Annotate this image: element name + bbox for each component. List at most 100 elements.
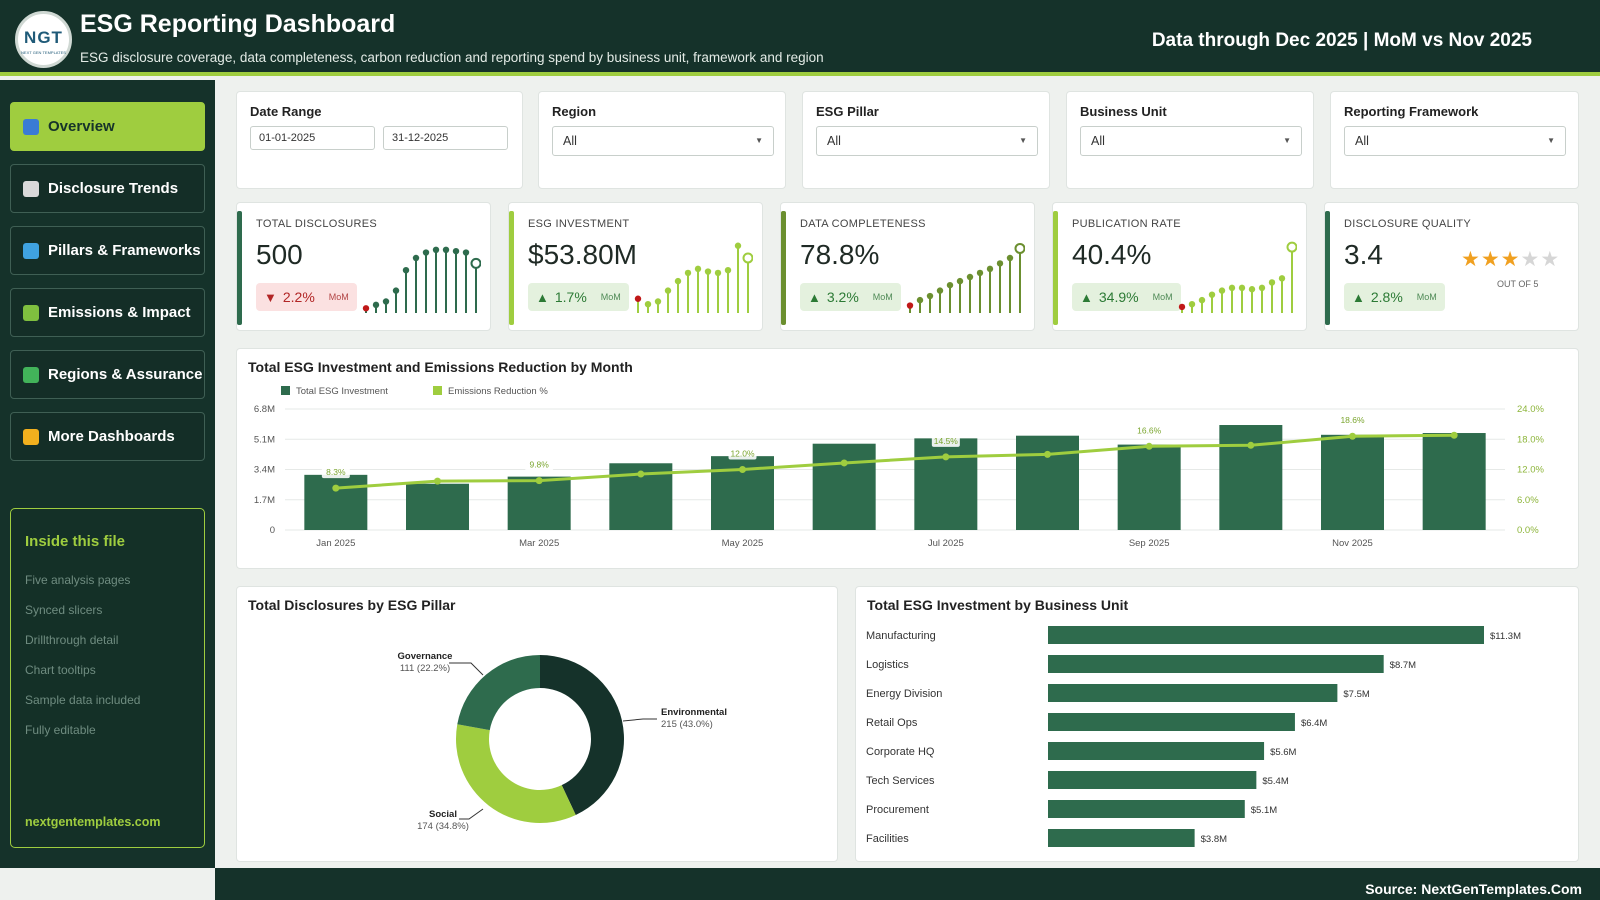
sparkline-point <box>906 302 914 309</box>
sparkline-point <box>976 269 984 277</box>
sidebar-item-more-dashboards[interactable]: More Dashboards <box>10 412 205 461</box>
sparkline-point <box>1014 242 1025 254</box>
sidebar-item-emissions-impact[interactable]: Emissions & Impact <box>10 288 205 337</box>
region-label: Region <box>552 104 597 119</box>
category-label: Retail Ops <box>866 717 918 729</box>
info-item: Chart tooltips <box>25 663 96 677</box>
sidebar-item-regions-assurance[interactable]: Regions & Assurance <box>10 350 205 399</box>
donut-slice-value: 174 (34.8%) <box>417 821 469 832</box>
investment-bar <box>507 476 571 530</box>
star-icon <box>23 428 39 445</box>
emissions-data-label: 14.5% <box>934 436 959 446</box>
header: NGT NEXT GEN TEMPLATES ESG Reporting Das… <box>0 0 1600 76</box>
page-subtitle: ESG disclosure coverage, data completene… <box>80 50 824 65</box>
emissions-point <box>942 453 950 461</box>
sparkline-point <box>704 268 712 275</box>
sidebar-item-label: Emissions & Impact <box>48 304 191 321</box>
logo: NGT NEXT GEN TEMPLATES <box>15 11 72 68</box>
kpi-mom-label: MoM <box>600 292 621 302</box>
sparkline-point <box>412 254 420 262</box>
investment-bar <box>1321 434 1384 530</box>
kpi-change-value: 34.9% <box>1098 289 1139 305</box>
region-dropdown[interactable]: All ▼ <box>552 126 774 156</box>
kpi-mom-label: MoM <box>1152 292 1173 302</box>
y-left-tick: 0 <box>270 525 275 536</box>
kpi-label: TOTAL DISCLOSURES <box>256 218 378 230</box>
business-unit-bar <box>1048 800 1245 818</box>
emissions-line <box>335 433 1455 490</box>
arrow-up-icon: ▲ <box>1352 289 1365 305</box>
sidebar-item-disclosure-trends[interactable]: Disclosure Trends <box>10 164 205 213</box>
emissions-point <box>840 459 848 467</box>
kpi-change-badge: ▼ 2.2% MoM <box>256 283 357 311</box>
kpi-change-value: 1.7% <box>554 289 587 305</box>
donut-slice-social <box>456 724 576 823</box>
investment-emissions-chart-card: Total ESG Investment and Emissions Reduc… <box>236 348 1579 569</box>
kpi-value: 78.8% <box>800 239 880 270</box>
framework-dropdown[interactable]: All ▼ <box>1344 126 1566 156</box>
sparkline-point <box>452 247 460 255</box>
y-left-tick: 3.4M <box>254 465 275 476</box>
donut-leader-line <box>449 662 484 676</box>
emissions-point <box>1145 442 1153 450</box>
kpi-card-publication-rate: PUBLICATION RATE 40.4% ▲ 34.9% MoM <box>1052 202 1307 331</box>
donut-slice-name: Environmental <box>661 707 727 718</box>
investment-bar <box>1422 433 1486 530</box>
combo-chart-title: Total ESG Investment and Emissions Reduc… <box>248 359 633 375</box>
sidebar: Overview Disclosure Trends Pillars & Frame… <box>0 80 215 868</box>
sparkline-point <box>1268 279 1276 286</box>
sidebar-item-label: More Dashboards <box>48 428 175 445</box>
category-label: Energy Division <box>866 688 942 700</box>
business-unit-dropdown[interactable]: All ▼ <box>1080 126 1302 156</box>
emissions-point <box>332 484 340 492</box>
sparkline-point <box>644 301 652 308</box>
kpi-sparkline <box>906 242 1025 313</box>
investment-bar <box>914 438 978 530</box>
sparkline-point <box>986 265 994 273</box>
y-right-tick: 0.0% <box>1517 525 1539 536</box>
kpi-mom-label: MoM <box>872 292 893 302</box>
kpi-value: 40.4% <box>1072 239 1152 270</box>
sidebar-item-overview[interactable]: Overview <box>10 102 205 151</box>
chevron-down-icon: ▼ <box>1547 136 1555 145</box>
sparkline-point <box>694 265 702 273</box>
website-link[interactable]: nextgentemplates.com <box>25 815 161 829</box>
sparkline-point <box>362 305 370 312</box>
business-unit-bar <box>1048 829 1195 847</box>
seedling-icon <box>23 304 39 321</box>
investment-bar <box>304 474 368 530</box>
investment-bar <box>812 443 876 530</box>
kpi-value: 500 <box>256 239 303 270</box>
sparkline-point <box>422 249 430 256</box>
kpi-sparkline <box>362 246 481 313</box>
sparkline-point <box>714 269 722 277</box>
globe-icon <box>23 242 39 259</box>
kpi-sparkline <box>634 242 753 313</box>
legend-label: Total ESG Investment <box>296 386 388 397</box>
date-end-input[interactable]: 31-12-2025 <box>383 126 508 150</box>
y-left-tick: 5.1M <box>254 434 275 445</box>
legend-label: Emissions Reduction % <box>448 386 548 397</box>
business-unit-chart-card: Total ESG Investment by Business Unit Ma… <box>855 586 1579 862</box>
data-label-bg <box>1338 414 1367 427</box>
arrow-down-icon: ▼ <box>264 289 277 305</box>
emissions-data-label: 18.6% <box>1340 415 1365 425</box>
info-box: Inside this file Five analysis pages Sync… <box>10 508 205 848</box>
x-tick-label: Mar 2025 <box>519 538 559 549</box>
x-tick-label: Jul 2025 <box>928 538 964 549</box>
framework-value: All <box>1355 134 1369 148</box>
date-range-label: Date Range <box>250 104 322 119</box>
category-label: Procurement <box>866 804 929 816</box>
esg-pillar-dropdown[interactable]: All ▼ <box>816 126 1038 156</box>
kpi-change-value: 3.2% <box>826 289 859 305</box>
x-tick-label: Sep 2025 <box>1129 538 1170 549</box>
donut-slice-value: 215 (43.0%) <box>661 719 713 730</box>
bar-value-label: $11.3M <box>1490 631 1521 642</box>
sparkline-point <box>1188 301 1196 308</box>
date-start-input[interactable]: 01-01-2025 <box>250 126 375 150</box>
y-right-tick: 18.0% <box>1517 434 1544 445</box>
bar-value-label: $7.5M <box>1343 689 1369 700</box>
sidebar-item-pillars-frameworks[interactable]: Pillars & Frameworks <box>10 226 205 275</box>
region-value: All <box>563 134 577 148</box>
